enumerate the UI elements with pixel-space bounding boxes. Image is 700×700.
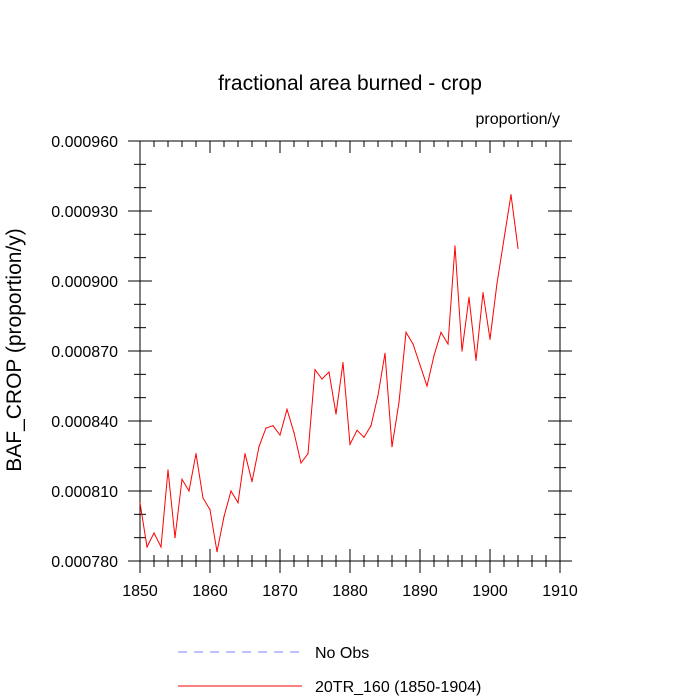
data-point <box>181 478 183 480</box>
data-point <box>349 443 351 445</box>
x-tick-label: 1900 <box>472 583 508 600</box>
data-point <box>426 385 428 387</box>
data-point <box>412 343 414 345</box>
data-point <box>433 355 435 357</box>
data-point <box>286 408 288 410</box>
chart-title: fractional area burned - crop <box>218 72 482 95</box>
data-point <box>293 432 295 434</box>
data-point <box>251 481 253 483</box>
data-point <box>223 516 225 518</box>
data-point <box>279 434 281 436</box>
data-point <box>216 551 218 553</box>
data-point <box>496 282 498 284</box>
data-point <box>195 453 197 455</box>
data-point <box>328 371 330 373</box>
data-point <box>419 364 421 366</box>
data-point <box>202 497 204 499</box>
legend-label: 20TR_160 (1850-1904) <box>315 679 481 696</box>
x-tick-label: 1890 <box>402 583 438 600</box>
data-point <box>265 427 267 429</box>
legend-label: No Obs <box>315 645 369 662</box>
tick-labels: 1850 1860 1870 1880 1890 1900 1910 0.000780 0.00… <box>51 134 578 600</box>
data-point <box>398 401 400 403</box>
y-axis-label: BAF_CROP (proportion/y) <box>3 228 26 472</box>
data-point <box>258 446 260 448</box>
data-point <box>440 331 442 333</box>
units-label: proportion/y <box>476 111 561 128</box>
data-point <box>153 532 155 534</box>
ticks <box>128 140 572 573</box>
data-point <box>237 502 239 504</box>
data-point <box>321 378 323 380</box>
data-point <box>272 425 274 427</box>
y-tick-label: 0.000840 <box>51 414 118 431</box>
x-tick-label: 1850 <box>122 583 158 600</box>
data-point <box>454 245 456 247</box>
data-point <box>482 292 484 294</box>
y-tick-label: 0.000780 <box>51 554 118 571</box>
data-point <box>335 413 337 415</box>
y-tick-label: 0.000930 <box>51 204 118 221</box>
data-point <box>468 296 470 298</box>
data-point <box>139 502 141 504</box>
series-line-1 <box>139 194 519 552</box>
data-point <box>167 469 169 471</box>
data-point <box>188 490 190 492</box>
data-point <box>384 352 386 354</box>
data-point <box>342 362 344 364</box>
x-tick-label: 1860 <box>192 583 228 600</box>
data-point <box>160 546 162 548</box>
x-tick-label: 1910 <box>542 583 578 600</box>
series-layer <box>139 194 519 553</box>
data-point <box>209 509 211 511</box>
data-point <box>391 446 393 448</box>
y-tick-label: 0.000810 <box>51 484 118 501</box>
data-point <box>461 350 463 352</box>
data-point <box>475 359 477 361</box>
data-point <box>314 369 316 371</box>
data-point <box>510 194 512 196</box>
y-tick-label: 0.000870 <box>51 344 118 361</box>
data-point <box>377 394 379 396</box>
data-point <box>307 453 309 455</box>
data-point <box>370 425 372 427</box>
data-point <box>356 429 358 431</box>
data-point <box>244 453 246 455</box>
data-point <box>489 338 491 340</box>
data-point <box>146 546 148 548</box>
data-point <box>174 537 176 539</box>
data-point <box>300 462 302 464</box>
data-point <box>503 238 505 240</box>
data-point <box>230 490 232 492</box>
y-tick-label: 0.000960 <box>51 134 118 151</box>
data-point <box>517 247 519 249</box>
data-point <box>447 343 449 345</box>
legend: No Obs 20TR_160 (1850-1904) <box>178 645 481 696</box>
data-point <box>363 436 365 438</box>
y-tick-label: 0.000900 <box>51 274 118 291</box>
x-tick-label: 1870 <box>262 583 298 600</box>
x-tick-label: 1880 <box>332 583 368 600</box>
data-point <box>405 331 407 333</box>
